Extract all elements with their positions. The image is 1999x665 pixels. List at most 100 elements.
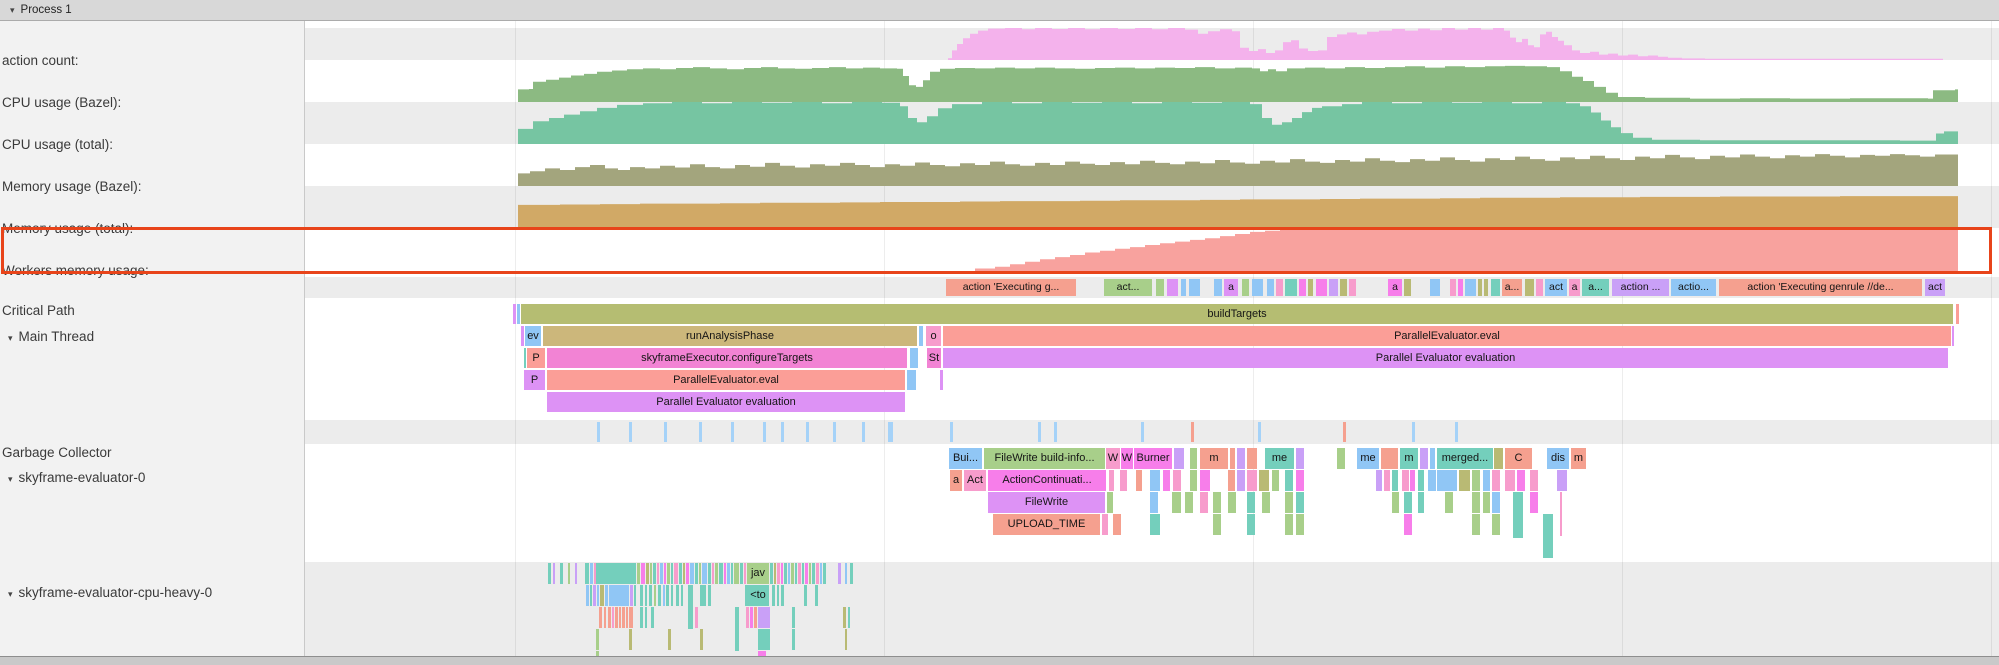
trace-event-sliver[interactable] xyxy=(788,563,790,584)
trace-event[interactable]: m xyxy=(1200,448,1228,469)
trace-event-sliver[interactable] xyxy=(1316,279,1327,296)
trace-event-sliver[interactable] xyxy=(1492,492,1500,513)
trace-event-sliver[interactable] xyxy=(1483,470,1490,491)
trace-event-sliver[interactable] xyxy=(758,629,770,650)
gc-event-tick[interactable] xyxy=(629,422,632,442)
trace-event-sliver[interactable] xyxy=(676,585,679,606)
trace-event-sliver[interactable] xyxy=(1410,470,1415,491)
trace-event-sliver[interactable] xyxy=(653,563,656,584)
trace-event[interactable]: me xyxy=(1265,448,1294,469)
trace-event-sliver[interactable] xyxy=(1492,514,1500,535)
trace-event-sliver[interactable] xyxy=(548,563,551,584)
trace-event-sliver[interactable] xyxy=(1458,279,1463,296)
trace-event-sliver[interactable] xyxy=(660,563,663,584)
trace-event-sliver[interactable] xyxy=(1340,279,1347,296)
trace-event-sliver[interactable] xyxy=(724,563,726,584)
trace-event-sliver[interactable] xyxy=(650,563,652,584)
trace-event-sliver[interactable] xyxy=(774,563,776,584)
trace-event[interactable]: act xyxy=(1925,279,1945,296)
collapse-triangle-icon[interactable]: ▾ xyxy=(8,474,13,484)
trace-event-sliver[interactable] xyxy=(1530,470,1538,491)
trace-event-sliver[interactable] xyxy=(1113,514,1121,535)
trace-event-sliver[interactable] xyxy=(596,629,599,650)
trace-event[interactable]: P xyxy=(524,370,545,390)
trace-event-sliver[interactable] xyxy=(758,607,770,628)
trace-event-sliver[interactable] xyxy=(1262,492,1270,513)
counter-chart-memory-usage-total[interactable] xyxy=(305,186,1999,228)
trace-event-sliver[interactable] xyxy=(754,607,757,628)
trace-event-sliver[interactable] xyxy=(553,563,555,584)
trace-event-sliver[interactable] xyxy=(681,585,683,606)
trace-event-sliver[interactable] xyxy=(715,563,718,584)
trace-event-sliver[interactable] xyxy=(645,585,647,606)
trace-event-sliver[interactable] xyxy=(816,563,819,584)
trace-event-sliver[interactable] xyxy=(1252,279,1263,296)
trace-event-sliver[interactable] xyxy=(708,585,711,606)
sidebar-row-skyframe-evaluator-cpu-heavy-0[interactable]: ▾ skyframe-evaluator-cpu-heavy-0 xyxy=(8,584,212,603)
trace-event-sliver[interactable] xyxy=(940,370,943,390)
trace-event-sliver[interactable] xyxy=(1525,279,1534,296)
trace-event-sliver[interactable] xyxy=(640,585,643,606)
trace-event-sliver[interactable] xyxy=(1560,492,1562,536)
trace-event-sliver[interactable] xyxy=(1173,470,1181,491)
trace-event-sliver[interactable] xyxy=(630,585,633,606)
counter-chart-cpu-usage-total[interactable] xyxy=(305,102,1999,144)
trace-event-sliver[interactable] xyxy=(815,585,818,606)
trace-event-sliver[interactable] xyxy=(1102,514,1108,535)
trace-event-sliver[interactable] xyxy=(513,304,516,324)
trace-event-sliver[interactable] xyxy=(843,607,846,628)
trace-event-sliver[interactable] xyxy=(586,585,589,606)
trace-event[interactable]: FileWrite xyxy=(988,492,1105,513)
trace-event-sliver[interactable] xyxy=(1230,448,1235,469)
trace-event-sliver[interactable] xyxy=(1213,492,1221,513)
trace-event-sliver[interactable] xyxy=(1392,492,1399,513)
trace-event-sliver[interactable] xyxy=(1237,470,1245,491)
gc-event-tick[interactable] xyxy=(1258,422,1261,442)
trace-event-sliver[interactable] xyxy=(809,563,811,584)
gc-event-tick[interactable] xyxy=(1038,422,1041,442)
trace-event-sliver[interactable] xyxy=(649,585,652,606)
trace-event-sliver[interactable] xyxy=(1163,470,1170,491)
trace-event-sliver[interactable] xyxy=(1247,492,1255,513)
trace-event-sliver[interactable] xyxy=(1404,492,1412,513)
trace-event[interactable]: jav xyxy=(747,563,769,584)
trace-event-sliver[interactable] xyxy=(671,563,673,584)
trace-event-sliver[interactable] xyxy=(750,607,753,628)
trace-event[interactable]: <to xyxy=(747,585,769,606)
collapse-triangle-icon[interactable]: ▾ xyxy=(8,333,13,343)
trace-event[interactable]: act... xyxy=(1104,279,1152,296)
trace-event-sliver[interactable] xyxy=(1472,470,1480,491)
trace-event-sliver[interactable] xyxy=(1136,470,1142,491)
gc-event-tick[interactable] xyxy=(763,422,766,442)
trace-event-sliver[interactable] xyxy=(654,585,656,606)
trace-event-sliver[interactable] xyxy=(708,563,711,584)
trace-event-sliver[interactable] xyxy=(1259,470,1269,491)
trace-event-sliver[interactable] xyxy=(1150,492,1158,513)
trace-event-sliver[interactable] xyxy=(805,563,808,584)
trace-event-sliver[interactable] xyxy=(838,563,841,584)
trace-event-sliver[interactable] xyxy=(820,563,822,584)
trace-event-sliver[interactable] xyxy=(1190,448,1197,469)
trace-event-sliver[interactable] xyxy=(1418,492,1424,513)
trace-event[interactable]: C xyxy=(1505,448,1532,469)
trace-event-sliver[interactable] xyxy=(1557,470,1567,491)
trace-event[interactable]: P xyxy=(527,348,545,368)
trace-event[interactable]: skyframeExecutor.configureTargets xyxy=(547,348,907,368)
trace-event-sliver[interactable] xyxy=(1478,279,1482,296)
trace-event-sliver[interactable] xyxy=(609,585,629,606)
trace-event-sliver[interactable] xyxy=(666,585,669,606)
trace-event-sliver[interactable] xyxy=(1267,279,1274,296)
trace-event-sliver[interactable] xyxy=(1530,492,1538,513)
trace-event-sliver[interactable] xyxy=(919,326,923,346)
trace-event-sliver[interactable] xyxy=(702,563,707,584)
trace-event-sliver[interactable] xyxy=(608,607,611,628)
trace-event-sliver[interactable] xyxy=(1465,279,1476,296)
trace-event-sliver[interactable] xyxy=(1543,514,1553,558)
trace-event-sliver[interactable] xyxy=(599,607,602,628)
trace-event-sliver[interactable] xyxy=(1472,492,1480,513)
trace-event-sliver[interactable] xyxy=(1349,279,1356,296)
trace-event[interactable]: act xyxy=(1545,279,1567,296)
trace-event-sliver[interactable] xyxy=(1200,470,1210,491)
trace-event[interactable]: a... xyxy=(1582,279,1609,296)
trace-event-sliver[interactable] xyxy=(823,563,826,584)
